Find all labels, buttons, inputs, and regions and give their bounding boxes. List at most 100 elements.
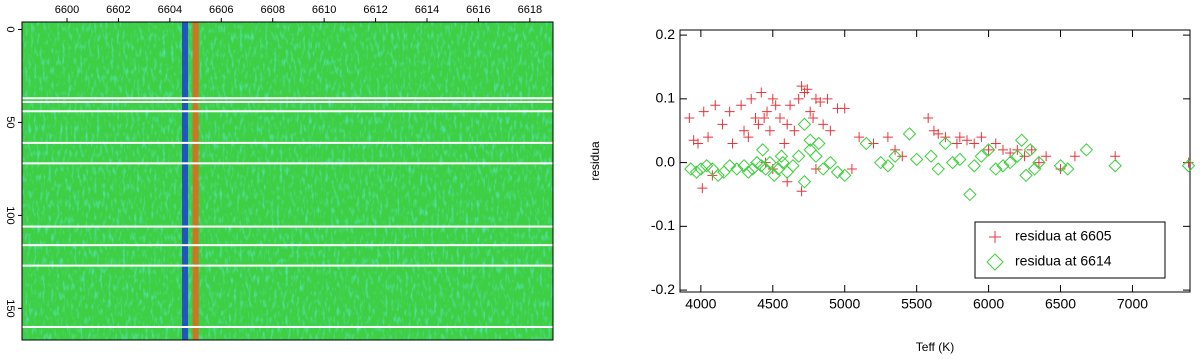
gap-row bbox=[22, 325, 553, 328]
point bbox=[703, 132, 714, 143]
y-tick-label: 150 bbox=[4, 299, 16, 317]
y-tick-label: 0.1 bbox=[656, 90, 676, 106]
point bbox=[722, 159, 737, 173]
heatmap-noise bbox=[22, 22, 553, 340]
x-tick-label: 4500 bbox=[757, 296, 788, 312]
point bbox=[963, 187, 977, 202]
point bbox=[785, 100, 796, 111]
gap-row bbox=[22, 244, 553, 247]
point bbox=[1032, 155, 1046, 170]
point bbox=[774, 112, 785, 123]
x-tick-label: 5500 bbox=[901, 296, 932, 312]
point bbox=[1027, 162, 1042, 176]
point bbox=[822, 93, 833, 104]
point bbox=[931, 162, 945, 176]
point bbox=[698, 106, 709, 117]
x-tick-label: 6616 bbox=[466, 4, 490, 16]
point bbox=[881, 159, 895, 173]
x-tick-label: 6608 bbox=[260, 4, 284, 16]
legend-swatch bbox=[986, 253, 1004, 271]
point bbox=[805, 106, 816, 117]
point bbox=[736, 100, 747, 111]
point bbox=[815, 97, 826, 108]
x-tick-label: 6610 bbox=[312, 4, 336, 16]
point bbox=[727, 138, 738, 149]
point bbox=[796, 81, 807, 92]
point bbox=[764, 125, 775, 136]
y-tick-label: 100 bbox=[4, 206, 16, 224]
point bbox=[830, 165, 845, 179]
point bbox=[1026, 144, 1037, 155]
legend-label: residua at 6614 bbox=[1015, 253, 1112, 269]
point bbox=[684, 162, 698, 176]
x-tick-label: 6000 bbox=[973, 296, 1004, 312]
y-tick-label: -0.1 bbox=[651, 217, 675, 233]
x-axis-label: Teff (K) bbox=[916, 340, 954, 354]
point bbox=[779, 138, 790, 149]
y-tick-label: 50 bbox=[4, 116, 16, 128]
point bbox=[767, 168, 781, 183]
point bbox=[786, 159, 800, 173]
x-tick-label: 6600 bbox=[55, 4, 79, 16]
point bbox=[797, 175, 812, 189]
point bbox=[750, 112, 761, 123]
point bbox=[1010, 149, 1025, 163]
point bbox=[838, 168, 852, 183]
point bbox=[923, 112, 934, 123]
point bbox=[724, 106, 735, 117]
x-tick-label: 6500 bbox=[1045, 296, 1076, 312]
point bbox=[909, 152, 924, 167]
point bbox=[1019, 151, 1030, 162]
point bbox=[797, 117, 812, 132]
point bbox=[902, 127, 917, 141]
point bbox=[758, 162, 773, 176]
point bbox=[710, 100, 721, 111]
y-axis-label: residua bbox=[588, 141, 602, 181]
point bbox=[737, 159, 751, 173]
x-tick-label: 6614 bbox=[415, 4, 439, 16]
point bbox=[762, 106, 773, 117]
point bbox=[846, 163, 857, 174]
point bbox=[810, 163, 821, 174]
legend-label: residua at 6605 bbox=[1015, 228, 1112, 244]
point bbox=[839, 103, 850, 114]
point bbox=[974, 149, 989, 163]
point bbox=[791, 149, 806, 163]
gap-row bbox=[22, 110, 553, 113]
point bbox=[981, 143, 996, 157]
point bbox=[759, 112, 770, 123]
point bbox=[776, 155, 790, 170]
point bbox=[854, 132, 865, 143]
point bbox=[976, 132, 987, 143]
point bbox=[933, 128, 944, 139]
point bbox=[684, 112, 695, 123]
x-tick-label: 6604 bbox=[158, 4, 182, 16]
point bbox=[924, 149, 938, 163]
legend-swatch bbox=[989, 231, 1001, 243]
point bbox=[1041, 151, 1052, 162]
x-tick-label: 6618 bbox=[518, 4, 542, 16]
x-tick-label: 7000 bbox=[1117, 296, 1148, 312]
point bbox=[945, 155, 960, 170]
point bbox=[711, 168, 725, 183]
point bbox=[808, 112, 819, 123]
point bbox=[818, 119, 829, 130]
y-tick-label: 0.2 bbox=[656, 26, 676, 42]
x-tick-label: 6602 bbox=[106, 4, 130, 16]
point bbox=[689, 165, 704, 179]
point bbox=[1181, 159, 1196, 173]
point bbox=[897, 151, 908, 162]
point bbox=[1019, 168, 1033, 183]
point bbox=[763, 155, 777, 170]
point bbox=[809, 149, 823, 163]
point bbox=[767, 93, 778, 104]
x-tick-label: 6612 bbox=[363, 4, 387, 16]
point bbox=[962, 135, 973, 146]
point bbox=[699, 159, 714, 173]
x-tick-label: 6606 bbox=[209, 4, 233, 16]
point bbox=[825, 125, 836, 136]
point bbox=[882, 132, 893, 143]
point bbox=[1014, 133, 1029, 147]
heatmap-band bbox=[182, 22, 189, 340]
